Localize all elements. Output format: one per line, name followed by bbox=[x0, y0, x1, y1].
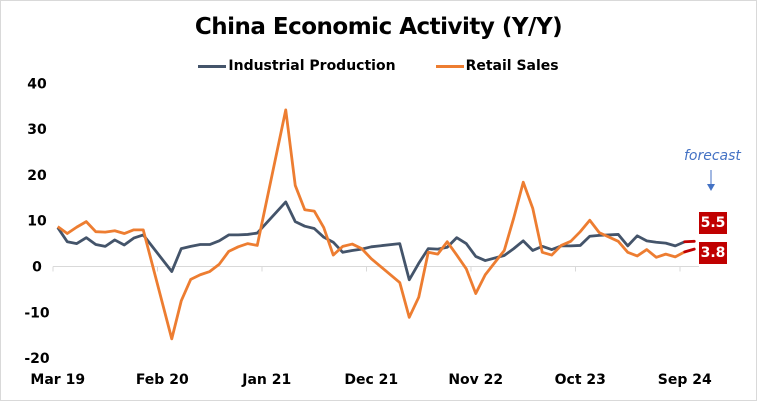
y-tick-label: -20 bbox=[24, 351, 50, 367]
y-tick-label: 30 bbox=[27, 122, 47, 138]
forecast-segment bbox=[683, 247, 696, 254]
y-tick-label: 20 bbox=[27, 168, 47, 184]
legend-swatch-retail-sales bbox=[435, 64, 464, 68]
legend-item-industrial-production: Industrial Production bbox=[198, 58, 396, 74]
series-line-industrial-production bbox=[56, 200, 686, 282]
forecast-arrow-head bbox=[707, 184, 715, 191]
x-tick-label: Sep 24 bbox=[658, 372, 712, 388]
y-tick-label: 10 bbox=[27, 214, 47, 230]
chart-title: China Economic Activity (Y/Y) bbox=[194, 14, 563, 40]
legend: Industrial Production Retail Sales bbox=[0, 58, 757, 74]
x-tick-label: Oct 23 bbox=[555, 372, 606, 388]
legend-label: Industrial Production bbox=[228, 58, 396, 74]
forecast-badge-industrial-production: 5.5 bbox=[699, 212, 727, 234]
legend-swatch-industrial-production bbox=[198, 64, 227, 68]
x-tick-label: Dec 21 bbox=[344, 372, 398, 388]
x-tick-label: Jan 21 bbox=[241, 372, 291, 388]
forecast-badge-retail-sales: 3.8 bbox=[699, 242, 727, 264]
x-tick-label: Feb 20 bbox=[136, 372, 189, 388]
forecast-annotation: forecast bbox=[684, 148, 741, 164]
y-tick-label: -10 bbox=[24, 305, 50, 321]
legend-item-retail-sales: Retail Sales bbox=[435, 58, 559, 74]
series-line-retail-sales bbox=[56, 108, 686, 341]
x-tick-label: Mar 19 bbox=[30, 372, 85, 388]
x-tick-label: Nov 22 bbox=[448, 372, 503, 388]
y-tick-label: 0 bbox=[32, 260, 42, 276]
y-tick-label: 40 bbox=[27, 76, 47, 92]
legend-label: Retail Sales bbox=[465, 58, 559, 74]
